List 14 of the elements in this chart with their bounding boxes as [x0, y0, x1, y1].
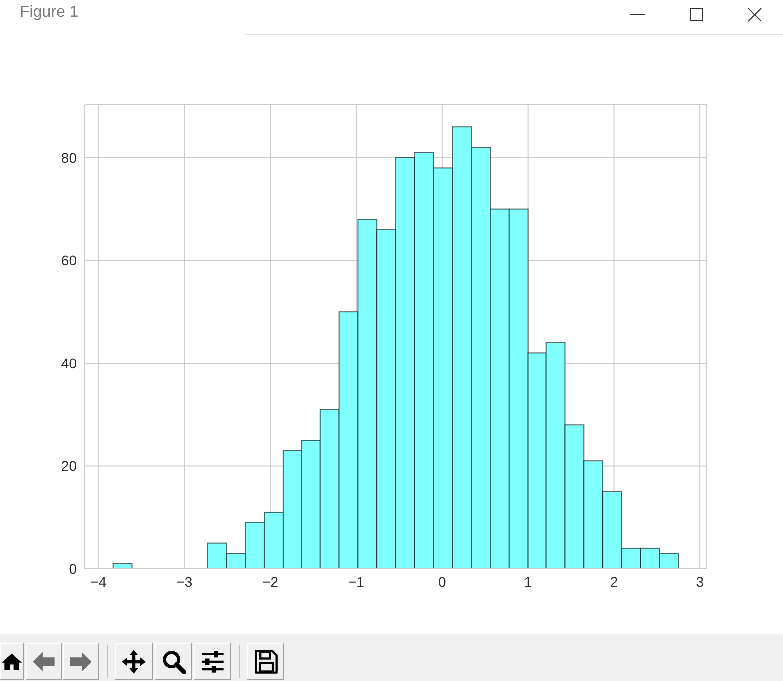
y-tick-label: 20 [61, 458, 78, 474]
x-tick-label: 1 [524, 574, 532, 590]
y-tick-label: 60 [61, 252, 78, 269]
x-tick-label: 3 [696, 574, 704, 590]
caption: Figure 1 [20, 4, 79, 21]
x-tick-label: 0 [438, 574, 446, 590]
y-tick-label: 80 [61, 150, 78, 166]
x-tick-label: 2 [610, 574, 618, 590]
x-tick-label: −3 [176, 574, 193, 590]
x-tick-label: −1 [348, 574, 365, 590]
x-tick-label: −2 [262, 574, 279, 590]
x-tick-label: −4 [90, 574, 107, 590]
y-tick-label: 0 [69, 560, 78, 577]
y-tick-label: 40 [61, 355, 78, 372]
